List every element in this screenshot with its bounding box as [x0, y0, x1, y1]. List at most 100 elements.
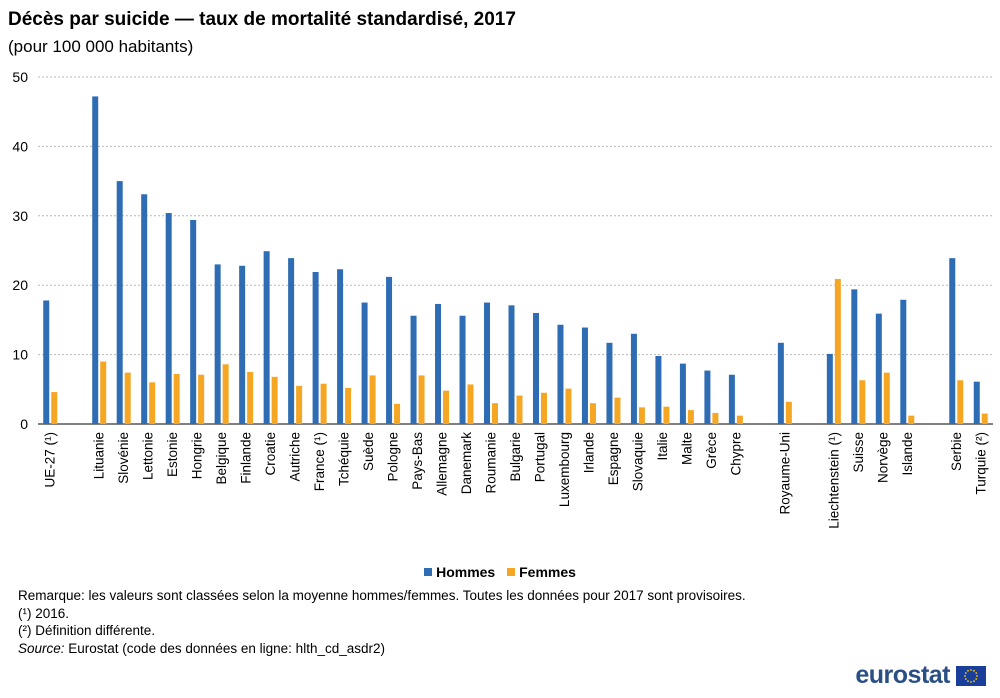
bar-femmes: [467, 384, 474, 424]
bar-hommes: [655, 355, 662, 424]
x-tick-label: Lituanie: [92, 432, 107, 479]
legend: Hommes Femmes: [0, 563, 1000, 580]
y-tick-label: 50: [12, 69, 28, 85]
bar-femmes: [712, 412, 719, 424]
x-tick-label: Autriche: [288, 432, 303, 482]
bar-chart: 0 10 20 30 40 50 UE-27 (¹) Lituanie Slovénie Lett…: [12, 69, 993, 529]
bar-femmes: [883, 372, 890, 424]
x-tick-label: UE-27 (¹): [43, 432, 58, 488]
bar-hommes: [361, 302, 368, 424]
bar-hommes: [263, 251, 270, 424]
flag-star: [970, 680, 972, 683]
y-tick-label: 20: [12, 277, 28, 293]
bar-femmes: [222, 364, 229, 424]
bar-femmes: [247, 371, 254, 424]
x-tick-label: Danemark: [459, 432, 474, 495]
bar-hommes: [875, 313, 882, 424]
legend-item-hommes: Hommes: [424, 564, 495, 580]
bar-hommes: [141, 194, 148, 424]
x-tick-label: Malte: [679, 432, 694, 465]
flag-star: [964, 671, 967, 674]
y-tick-label: 0: [20, 416, 28, 432]
bar-femmes: [638, 407, 645, 424]
x-tick-label: Portugal: [532, 432, 547, 482]
bar-hommes: [826, 353, 833, 424]
source-label: Source:: [18, 640, 65, 656]
source-line: Source: Eurostat (code des données en li…: [18, 640, 808, 658]
bar-hommes: [116, 181, 123, 424]
bar-hommes: [312, 272, 319, 424]
legend-item-femmes: Femmes: [507, 564, 576, 580]
flag-star: [975, 677, 978, 680]
x-tick-label: Bulgarie: [508, 432, 523, 482]
flag-star: [973, 669, 975, 672]
x-tick-label: Liechtenstein (¹): [826, 432, 841, 529]
x-tick-label: Hongrie: [190, 432, 205, 479]
x-tick-label: Islande: [900, 432, 915, 476]
bar-hommes: [190, 219, 197, 424]
bar-hommes: [410, 315, 417, 424]
y-tick-label: 30: [12, 208, 28, 224]
x-tick-label: Luxembourg: [557, 432, 572, 507]
flag-star: [973, 679, 975, 682]
flag-star: [964, 677, 967, 680]
x-tick-label: Roumanie: [484, 432, 499, 494]
bar-femmes: [173, 374, 180, 424]
bar-femmes: [981, 413, 988, 424]
bar-hommes: [165, 213, 172, 424]
x-tick-label: Irlande: [581, 432, 596, 473]
bar-femmes: [834, 278, 841, 424]
bar-femmes: [908, 415, 915, 424]
x-tick-label: Slovénie: [116, 432, 131, 484]
x-tick-label: Italie: [655, 432, 670, 461]
x-tick-label: Espagne: [606, 432, 621, 485]
footnote-1: (¹) 2016.: [18, 605, 70, 621]
source-text: Eurostat (code des données en ligne: hlt…: [64, 640, 385, 656]
bar-hommes: [337, 269, 344, 424]
bar-hommes: [900, 299, 907, 424]
eurostat-logo: eurostat: [855, 661, 986, 690]
bar-hommes: [239, 265, 246, 424]
x-tick-label: Norvège: [875, 432, 890, 483]
x-tick-label: Belgique: [214, 432, 229, 485]
footnotes: Remarque: les valeurs sont classées selo…: [18, 587, 808, 657]
bar-femmes: [736, 415, 743, 424]
legend-swatch-femmes: [507, 568, 516, 576]
legend-swatch-hommes: [424, 568, 433, 576]
bar-femmes: [565, 388, 572, 424]
bar-femmes: [296, 385, 303, 424]
legend-label-femmes: Femmes: [519, 564, 576, 580]
bar-hommes: [777, 342, 784, 424]
x-tick-label: Turquie (²): [973, 432, 988, 495]
bar-hommes: [851, 289, 858, 424]
bar-femmes: [540, 392, 547, 424]
logo-text: eurostat: [855, 661, 950, 689]
x-tick-label: Chypre: [728, 432, 743, 476]
x-tick-label: Tchéquie: [337, 432, 352, 486]
bar-femmes: [663, 406, 670, 424]
flag-star: [964, 674, 966, 677]
bar-femmes: [149, 382, 156, 424]
bar-hommes: [630, 333, 637, 424]
bar-femmes: [492, 403, 499, 424]
bar-hommes: [704, 370, 711, 424]
bar-hommes: [288, 258, 295, 424]
x-tick-label: Slovaquie: [630, 432, 645, 491]
x-tick-label: Serbie: [949, 432, 964, 471]
x-tick-label: France (¹): [312, 432, 327, 491]
bar-femmes: [687, 410, 694, 424]
x-tick-label: Croatie: [263, 432, 278, 476]
bar-hommes: [484, 302, 491, 424]
footnote-2: (²) Définition différente.: [18, 623, 156, 638]
bar-femmes: [198, 374, 205, 424]
bar-femmes: [320, 383, 327, 424]
bar-femmes: [516, 395, 523, 424]
bar-femmes: [589, 403, 596, 424]
bar-femmes: [418, 375, 425, 424]
x-tick-label: Estonie: [165, 432, 180, 477]
bar-femmes: [369, 375, 376, 424]
x-tick-label: Finlande: [239, 432, 254, 484]
x-tick-label: Suisse: [851, 432, 866, 473]
legend-label-hommes: Hommes: [436, 564, 496, 580]
bar-hommes: [43, 300, 50, 424]
